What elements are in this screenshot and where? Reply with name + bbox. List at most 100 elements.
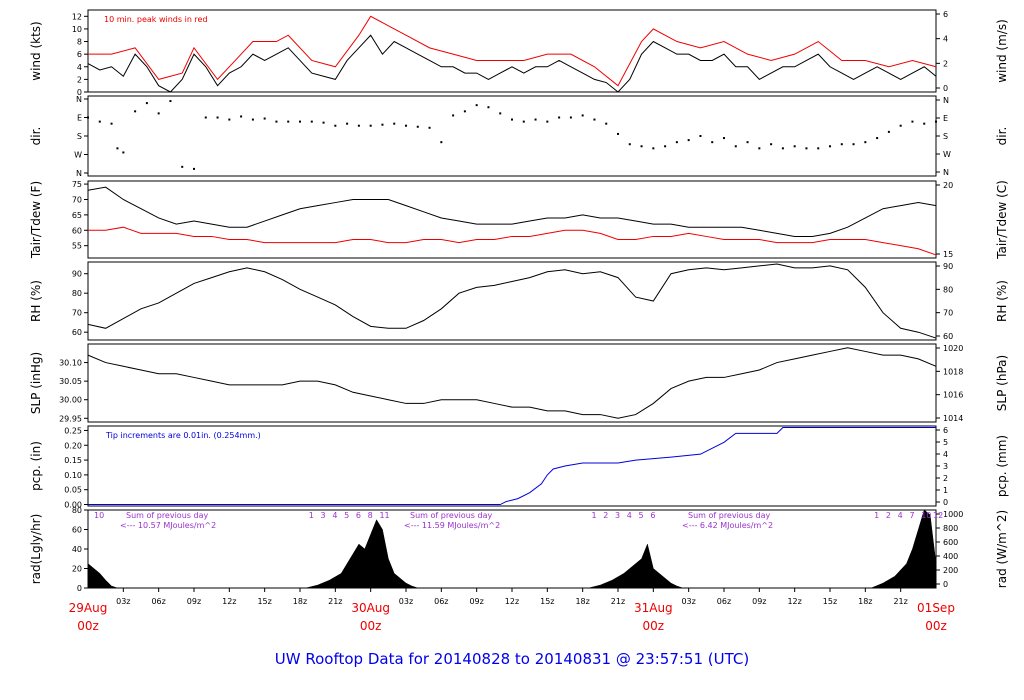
y-tick-label: 8: [77, 38, 82, 47]
dir-point: [428, 126, 431, 129]
dir-point: [511, 118, 513, 121]
y-axis-label: dir.: [29, 127, 43, 146]
dir-point: [275, 120, 278, 123]
panel-pcp: [84, 425, 940, 507]
dir-point: [935, 120, 937, 123]
y-tick-label: 75: [72, 180, 82, 189]
rad-hour-label: 11: [379, 511, 389, 520]
x-tick-label: 09z: [752, 597, 766, 606]
x-tick-label: 12z: [787, 597, 801, 606]
y-tick-label: 0.15: [64, 456, 82, 465]
y-axis-label-right: dir.: [995, 127, 1009, 146]
y-tick-label: 0: [77, 584, 82, 593]
dir-point: [817, 147, 820, 150]
dir-point: [864, 141, 867, 144]
dir-point: [840, 143, 843, 146]
y-tick-label-right: 5: [943, 438, 948, 447]
x-tick-label: 12z: [505, 597, 519, 606]
y-tick-label-right: 1016: [943, 391, 963, 400]
x-tick-label: 15z: [540, 597, 554, 606]
panel-slp: [84, 343, 940, 423]
dir-point: [463, 110, 466, 113]
day-sum-value: <--- 11.59 MJoules/m^2: [404, 521, 500, 530]
series-line: [87, 34, 937, 93]
dir-point: [346, 122, 349, 125]
dir-point: [781, 147, 784, 150]
panel-annotation: 10 min. peak winds in red: [104, 15, 208, 24]
dir-point: [87, 116, 89, 119]
rad-hour-label: 1: [874, 511, 879, 520]
dir-point: [829, 145, 831, 148]
panel-frame: [87, 95, 937, 177]
dir-point: [116, 147, 119, 150]
dir-point: [228, 118, 231, 121]
panel-annotation: Tip increments are 0.01in. (0.254mm.): [105, 431, 261, 440]
y-tick-label: N: [76, 169, 82, 178]
y-tick-label: 20: [72, 565, 82, 574]
dir-point: [911, 120, 914, 123]
x-tick-label: 18z: [575, 597, 589, 606]
day-hour-label: 00z: [643, 619, 665, 633]
dir-point: [734, 145, 737, 148]
y-tick-label: N: [76, 95, 82, 104]
x-tick-label: 15z: [823, 597, 837, 606]
y-tick-label-right: 90: [943, 262, 953, 271]
y-tick-label-right: 80: [943, 285, 953, 294]
x-tick-label: 12z: [222, 597, 236, 606]
panel-frame: [87, 180, 937, 259]
panel-temp: [84, 180, 940, 259]
day-sum-value: <--- 10.57 MJoules/m^2: [120, 521, 216, 530]
y-axis-label-right: RH (%): [995, 280, 1009, 322]
x-tick-label: 09z: [469, 597, 483, 606]
dir-point: [357, 124, 360, 127]
y-tick-label-right: E: [943, 114, 948, 123]
x-tick-label: 03z: [399, 597, 413, 606]
y-axis-label-right: SLP (hPa): [995, 355, 1009, 411]
x-tick-label: 03z: [681, 597, 695, 606]
dir-point: [923, 122, 926, 125]
y-tick-label-right: 15: [943, 250, 953, 259]
y-axis-label-right: pcp. (mm): [995, 435, 1009, 497]
y-tick-label: 0: [77, 88, 82, 97]
dir-point: [405, 124, 407, 127]
dir-point: [240, 115, 243, 118]
day-label: 29Aug: [69, 601, 108, 615]
x-tick-label: 03z: [116, 597, 130, 606]
dir-point: [134, 110, 137, 113]
y-tick-label-right: W: [943, 150, 951, 159]
dir-point: [251, 118, 254, 121]
rad-hour-label: 6: [356, 511, 361, 520]
y-tick-label-right: 800: [943, 524, 958, 533]
dir-point: [475, 104, 478, 107]
y-tick-label-right: 600: [943, 538, 958, 547]
y-tick-label: 0.05: [64, 486, 82, 495]
dir-point: [805, 147, 808, 150]
dir-point: [122, 151, 125, 154]
dir-point: [98, 120, 101, 123]
dir-point: [652, 147, 655, 150]
y-axis-label: Tair/Tdew (F): [29, 181, 43, 259]
rad-hour-label: 12: [933, 511, 943, 520]
dir-point: [675, 141, 678, 144]
dir-point: [299, 120, 301, 123]
dir-point: [452, 114, 455, 117]
dir-point: [334, 124, 337, 127]
y-tick-label: 0.25: [64, 426, 82, 435]
y-tick-label: 65: [72, 211, 82, 220]
y-tick-label: 2: [77, 75, 82, 84]
y-tick-label: 60: [72, 526, 82, 535]
y-tick-label-right: 1020: [943, 344, 963, 353]
rad-hour-label: 8: [368, 511, 373, 520]
y-tick-label-right: 2: [943, 59, 948, 68]
y-tick-label: 4: [77, 63, 82, 72]
y-tick-label-right: 20: [943, 181, 953, 190]
panel-dir: [84, 95, 940, 177]
dir-point: [723, 137, 725, 140]
chart-title: UW Rooftop Data for 20140828 to 20140831…: [274, 650, 750, 668]
y-axis-label: wind (kts): [29, 21, 43, 80]
y-tick-label: 80: [72, 289, 82, 298]
y-tick-label: 0.10: [64, 471, 82, 480]
y-tick-label-right: 60: [943, 332, 953, 341]
x-tick-label: 09z: [187, 597, 201, 606]
rad-hour-label: 2: [603, 511, 608, 520]
